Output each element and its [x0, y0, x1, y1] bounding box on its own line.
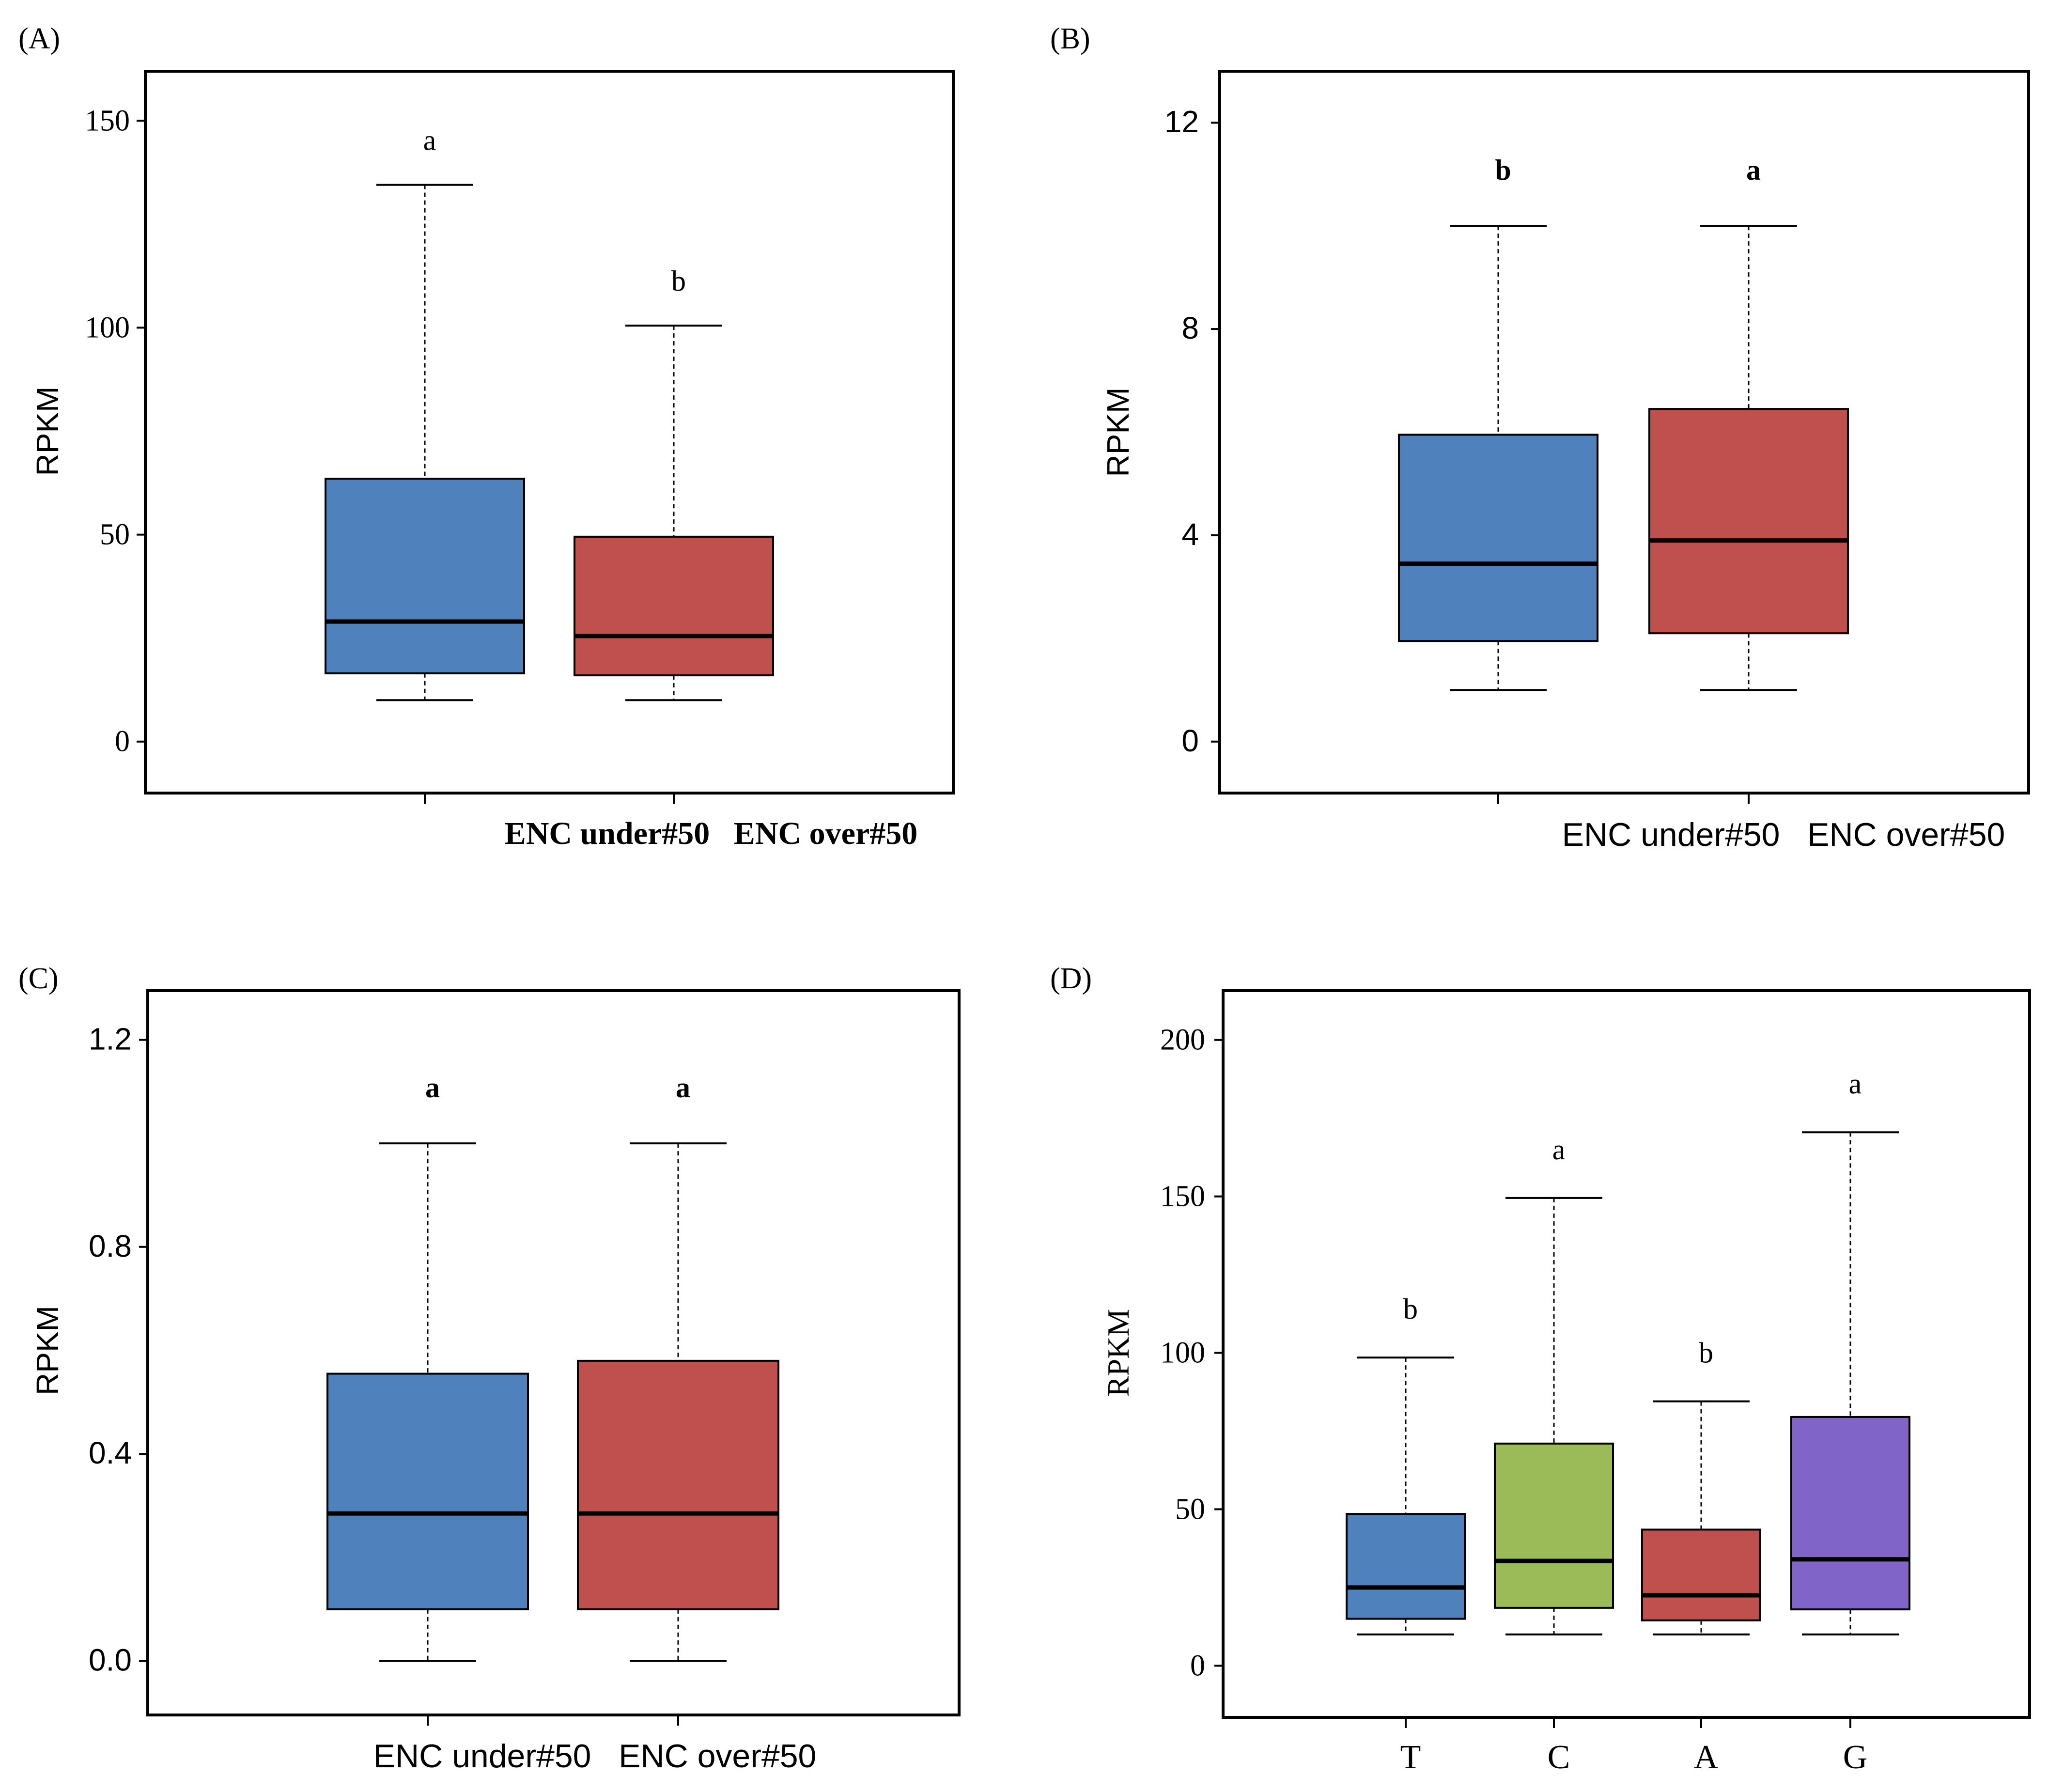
iqr-box [577, 1359, 779, 1610]
y-axis-label: RPKM [30, 387, 65, 476]
y-tick-label: 8 [1181, 311, 1199, 345]
y-tick-label: 100 [85, 311, 130, 344]
y-tick-label: 0 [115, 725, 130, 758]
x-category-label: G [1843, 1739, 1868, 1776]
y-tick-label: 0 [1190, 1649, 1205, 1682]
panel-b: (B) 0 4 8 12 RPKM b a ENC under#50 ENC over#50 [1050, 22, 2030, 853]
significance-letter: b [1699, 1337, 1713, 1369]
x-category-label: T [1400, 1739, 1421, 1776]
panel-label: (A) [18, 22, 60, 55]
y-tick-label: 0.4 [89, 1435, 132, 1470]
x-category-labels: ENC under#50 ENC over#50 [373, 1738, 817, 1775]
plot-frame [1222, 989, 2031, 1719]
box-enc-over-50: b [574, 265, 774, 804]
y-tick-label: 100 [1160, 1337, 1205, 1370]
box-enc-under-50: a [325, 125, 525, 804]
x-category-label: C [1548, 1739, 1570, 1776]
y-axis-label: RPKM [1101, 1309, 1135, 1397]
panel-c: (C) 0.0 0.4 0.8 1.2 RPKM a a ENC under#50 ENC ov… [18, 962, 961, 1775]
y-tick-label: 150 [85, 104, 130, 137]
box-t: bT [1346, 1293, 1466, 1776]
plot-frame [146, 989, 961, 1716]
iqr-box [325, 478, 525, 674]
y-tick-label: 150 [1160, 1180, 1205, 1213]
significance-letter: b [671, 265, 686, 297]
y-tick-label: 12 [1164, 104, 1199, 139]
iqr-box [1648, 408, 1849, 635]
panel-a: (A) 0 50 100 150 RPKM a b ENC under#50 ENC over#… [18, 22, 955, 851]
box-enc-under-50: a [326, 1072, 529, 1726]
y-tick-label: 4 [1181, 517, 1199, 552]
significance-letter: b [1495, 154, 1511, 186]
iqr-box [574, 535, 774, 677]
significance-letter: a [1849, 1068, 1862, 1100]
box-a: bA [1641, 1337, 1761, 1776]
x-category-label: A [1694, 1739, 1719, 1776]
plot-frame [144, 70, 955, 795]
box-g: aG [1790, 1068, 1910, 1776]
iqr-box [1398, 434, 1598, 642]
significance-letter: a [423, 125, 436, 156]
y-tick-label: 0 [1181, 723, 1199, 758]
panel-label: (D) [1050, 962, 1092, 995]
y-axis-label: RPKM [1101, 388, 1135, 477]
y-tick-label: 50 [100, 518, 130, 551]
significance-letter: a [676, 1072, 690, 1104]
panel-label: (C) [18, 962, 59, 995]
significance-letter: b [1403, 1293, 1418, 1325]
significance-letter: a [1552, 1134, 1566, 1166]
box-c: aC [1494, 1134, 1614, 1776]
iqr-box [1790, 1416, 1910, 1611]
significance-letter: a [425, 1072, 440, 1104]
panel-label: (B) [1050, 22, 1090, 55]
y-tick-label: 50 [1175, 1493, 1205, 1526]
x-category-labels: ENC under#50 ENC over#50 [1562, 816, 2005, 853]
iqr-box [1641, 1528, 1761, 1621]
box-enc-under-50: b [1398, 154, 1598, 804]
box-enc-over-50: a [577, 1072, 779, 1726]
y-tick-label: 1.2 [89, 1021, 132, 1056]
significance-letter: a [1746, 154, 1761, 186]
iqr-box [1494, 1442, 1614, 1609]
box-enc-over-50: a [1648, 154, 1849, 804]
y-axis-label: RPKM [30, 1306, 65, 1395]
iqr-box [326, 1372, 529, 1610]
y-tick-label: 0.8 [89, 1229, 132, 1263]
plot-frame [1218, 70, 2030, 795]
y-tick-label: 0.0 [89, 1643, 132, 1678]
y-tick-label: 200 [1160, 1024, 1205, 1057]
iqr-box [1346, 1513, 1466, 1620]
x-category-labels: ENC under#50 ENC over#50 [505, 816, 918, 851]
